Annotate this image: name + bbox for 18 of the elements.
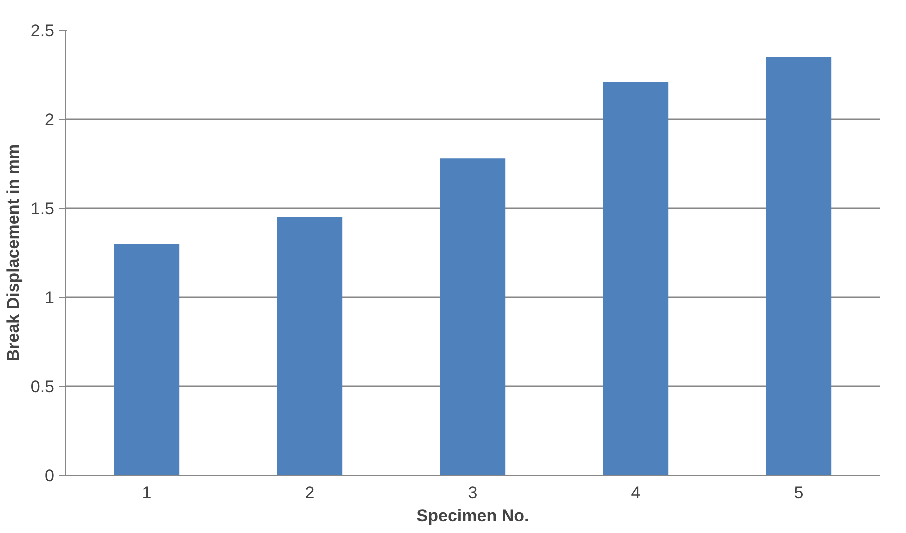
bar bbox=[766, 57, 832, 476]
y-axis-title: Break Displacement in mm bbox=[4, 144, 23, 362]
y-tick-label: 2 bbox=[45, 110, 55, 130]
x-tick-label: 3 bbox=[468, 484, 478, 502]
x-tick-label: 2 bbox=[305, 484, 315, 502]
y-tick-label: 0.5 bbox=[30, 378, 55, 396]
bar bbox=[114, 244, 180, 476]
bar bbox=[603, 82, 669, 476]
x-tick-label: 1 bbox=[142, 484, 152, 502]
x-axis-title: Specimen No. bbox=[416, 506, 530, 526]
x-tick-label: 4 bbox=[631, 484, 641, 502]
bar bbox=[277, 217, 343, 476]
y-tick-label: 1.5 bbox=[30, 200, 55, 218]
y-tick-label: 1 bbox=[45, 288, 55, 308]
x-tick-label: 5 bbox=[794, 484, 804, 502]
bar bbox=[440, 158, 506, 476]
y-tick-label: 0 bbox=[45, 466, 55, 486]
y-tick-label: 2.5 bbox=[30, 22, 55, 40]
